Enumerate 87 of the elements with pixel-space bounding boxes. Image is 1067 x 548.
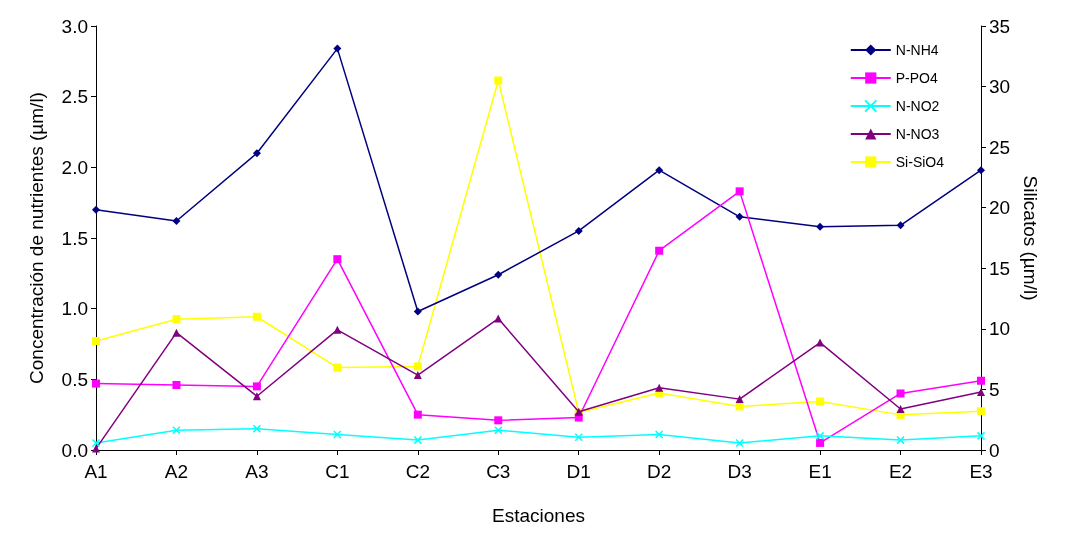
point [92,205,100,214]
y2-tick-label: 15 [989,257,1011,279]
point [333,255,342,264]
x-tick-label: D3 [727,461,752,482]
point [494,314,503,323]
point [413,371,422,380]
x-tick-label: D1 [566,461,591,482]
legend-label: P-PO4 [895,70,938,86]
y2-tick-label: 35 [989,15,1011,37]
point [333,430,342,439]
point [494,425,503,435]
point [172,328,181,337]
x-tick-label: C3 [486,461,511,482]
point [413,307,422,316]
y2-axis-title: Silicatos (µm/l) [1020,175,1042,301]
point [172,425,181,435]
y2-tick-label: 20 [989,197,1011,219]
legend-label: N-NO3 [895,126,940,142]
point [896,389,905,398]
point [816,338,825,347]
x-tick-label: E1 [808,461,832,482]
point [815,431,825,441]
point [413,435,423,445]
y2-tick-label: 10 [989,318,1011,340]
point [494,270,503,279]
x-axis-title: Estaciones [492,505,585,526]
point [735,395,744,404]
point [977,407,985,416]
point [252,424,262,434]
x-tick-label: C1 [325,461,350,482]
point [735,438,744,448]
y-tick-label: 0.5 [61,368,88,390]
point [655,246,664,255]
x-tick-label: A3 [245,461,269,482]
point [735,187,744,196]
point [252,392,261,401]
point [977,166,985,175]
y-tick-label: 2.0 [61,156,88,178]
legend-label: Si-SiO4 [895,154,945,170]
point [976,431,986,441]
x-tick-label: E3 [969,461,993,482]
y-tick-label: 2.5 [61,86,88,108]
point [655,383,664,392]
y-tick-label: 1.0 [61,298,88,320]
point [252,149,261,158]
y-tick-label: 0.0 [61,439,88,461]
x-tick-label: A1 [84,461,108,482]
point [333,363,342,372]
point [92,336,100,345]
y2-tick-label: 25 [989,136,1011,158]
y2-tick-label: 5 [989,378,1000,400]
point [654,430,664,439]
point [735,212,744,221]
point [172,380,181,389]
point [172,217,181,226]
point [413,362,422,371]
point [977,388,985,397]
point [172,315,181,324]
legend-label: N-NO2 [895,98,940,114]
point [333,44,342,53]
y2-tick-label: 0 [989,439,1000,461]
point [816,438,825,447]
y2-tick-label: 30 [989,76,1011,98]
legend-label: N-NH4 [895,42,939,58]
point [896,221,905,230]
point [977,376,985,385]
y-tick-label: 1.5 [61,227,88,249]
point [896,405,905,414]
point [574,226,583,235]
point [655,166,664,175]
y-tick-label: 3.0 [61,15,88,37]
point [896,435,905,445]
x-tick-label: C2 [405,461,430,482]
point [494,76,503,85]
point [252,312,261,321]
point [252,382,261,391]
point [816,397,825,406]
x-tick-label: D2 [647,461,672,482]
y-axis-title: Concentración de nutrientes (µm/l) [26,92,47,384]
point [574,433,583,442]
point [333,325,342,334]
point [494,416,503,425]
point [413,410,422,419]
point [816,222,825,231]
x-tick-label: A2 [164,461,189,482]
point [92,379,100,388]
x-tick-label: E2 [888,461,913,482]
